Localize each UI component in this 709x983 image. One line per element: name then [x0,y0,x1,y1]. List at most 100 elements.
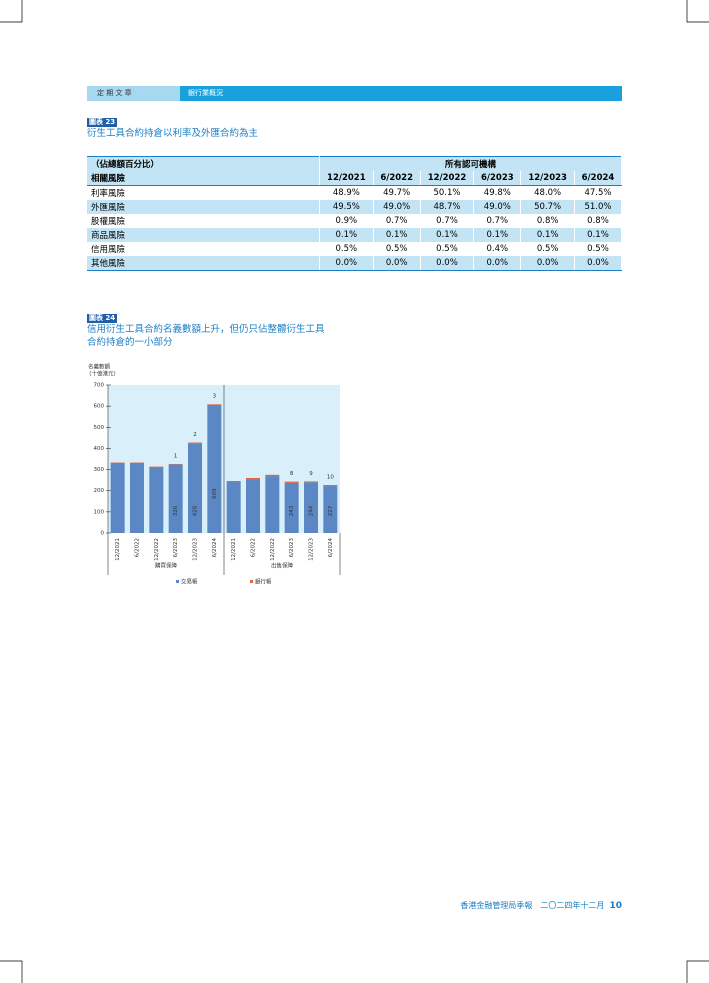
note-marker: 10 [327,475,334,481]
bar-segment [304,482,318,533]
bar-segment [246,478,260,480]
y-tick-label: 100 [94,509,105,515]
value-cell: 0.0% [319,256,374,271]
column-header: 12/2021 [319,171,374,186]
bar-segment [207,404,222,405]
footer: 香港金融管理局季報 二〇二四年十二月 10 [460,900,622,911]
x-tick-label: 6/2023 [173,538,179,558]
value-cell: 48.7% [419,200,475,214]
value-cell: 0.8% [573,214,623,228]
bar-segment [168,464,183,533]
bar-segment [149,467,164,533]
value-cell: 0.5% [372,242,421,256]
topic-label: 銀行業概況 [180,86,622,101]
table-row: 股權風險 0.9% 0.7% 0.7% 0.7% 0.8% 0.8% [87,214,623,228]
table-row: 信用風險 0.5% 0.5% 0.5% 0.4% 0.5% 0.5% [87,242,623,256]
note-marker: 3 [213,394,217,400]
section-label: 定 期 文 章 [87,86,180,101]
total-label: 243 [289,505,295,516]
bar-segment [246,479,260,533]
value-cell: 0.0% [372,256,421,271]
value-cell: 0.1% [520,228,575,242]
note-marker: 1 [174,454,178,460]
bar-segment [265,476,280,533]
value-cell: 0.0% [573,256,623,271]
value-cell: 49.0% [473,200,522,214]
legend-label: 銀行帳 [255,578,272,586]
group-label: 購買保障 [155,562,178,570]
legend-swatch [176,580,179,583]
figure-label: 圖表 23 [87,118,118,127]
value-cell: 0.1% [573,228,623,242]
x-tick-label: 12/2023 [193,538,199,561]
figure-label: 圖表 24 [87,314,118,323]
value-cell: 0.0% [473,256,522,271]
group-label: 出售保障 [271,562,294,570]
bar-segment [188,443,202,533]
value-cell: 49.7% [372,185,421,200]
value-cell: 0.5% [573,242,623,256]
bar-segment [226,480,241,483]
value-cell: 0.4% [473,242,522,256]
risk-cell: 商品風險 [87,228,320,242]
bar-segment [226,482,241,533]
risk-cell: 其他風險 [87,256,320,271]
value-cell: 0.1% [372,228,421,242]
y-tick-label: 200 [94,488,105,494]
value-cell: 49.5% [319,200,374,214]
total-label: 326 [173,505,179,516]
bar-segment [284,482,299,533]
x-tick-label: 6/2023 [289,538,295,558]
value-cell: 47.5% [573,185,623,200]
risk-cell: 利率風險 [87,185,320,200]
value-cell: 49.0% [372,200,421,214]
x-tick-label: 6/2022 [251,538,257,557]
value-cell: 51.0% [573,200,623,214]
title-line: 信用衍生工具合約名義數額上升，但仍只佔整體衍生工具 [87,324,325,335]
legend-swatch [250,580,253,583]
row-header: 相關風險 [87,171,320,186]
table-row: 外匯風險 49.5% 49.0% 48.7% 49.0% 50.7% 51.0% [87,200,623,214]
figure-title: 信用衍生工具合約名義數額上升，但仍只佔整體衍生工具 合約持倉的一小部分 [87,323,325,349]
header-row: （佔總額百分比） 所有認可機構 [87,156,622,171]
table-row: 商品風險 0.1% 0.1% 0.1% 0.1% 0.1% 0.1% [87,228,623,242]
column-header: 6/2024 [573,171,623,186]
publication: 香港金融管理局季報 二〇二四年十二月 [460,901,605,910]
value-cell: 49.8% [473,185,522,200]
note-marker: 2 [193,432,197,438]
x-tick-label: 12/2021 [231,538,237,561]
bar-segment [323,486,338,533]
y-tick-label: 0 [101,531,105,537]
x-tick-label: 6/2024 [328,538,334,558]
page-number: 10 [609,901,622,911]
value-cell: 0.7% [473,214,522,228]
x-tick-label: 12/2022 [270,538,276,561]
figure-title: 衍生工具合約持倉以利率及外匯合約為主 [87,128,259,139]
bar-segment [130,463,144,533]
risk-cell: 信用風險 [87,242,320,256]
total-label: 609 [212,488,218,499]
group-cell: 所有認可機構 [319,156,622,171]
note-marker: 9 [309,471,313,477]
y-tick-label: 600 [94,404,105,410]
x-tick-label: 6/2024 [212,538,218,558]
x-tick-label: 12/2022 [154,538,160,561]
y-axis-label: 名義數額 [88,363,111,371]
bar-segment [284,481,299,483]
risk-cell: 股權風險 [87,214,320,228]
table: （佔總額百分比） 所有認可機構 相關風險 12/2021 6/2022 12/2022 6/… [87,156,623,271]
value-cell: 0.7% [372,214,421,228]
bar-segment [304,481,318,483]
bar-segment [323,485,338,487]
value-cell: 0.0% [419,256,475,271]
x-tick-label: 6/2022 [135,538,141,557]
bar-segment [207,404,222,533]
title-line: 合約持倉的一小部分 [87,337,173,348]
legend-label: 交易帳 [181,578,198,586]
value-cell: 0.1% [419,228,475,242]
y-tick-label: 700 [94,383,105,389]
column-header: 6/2022 [372,171,421,186]
